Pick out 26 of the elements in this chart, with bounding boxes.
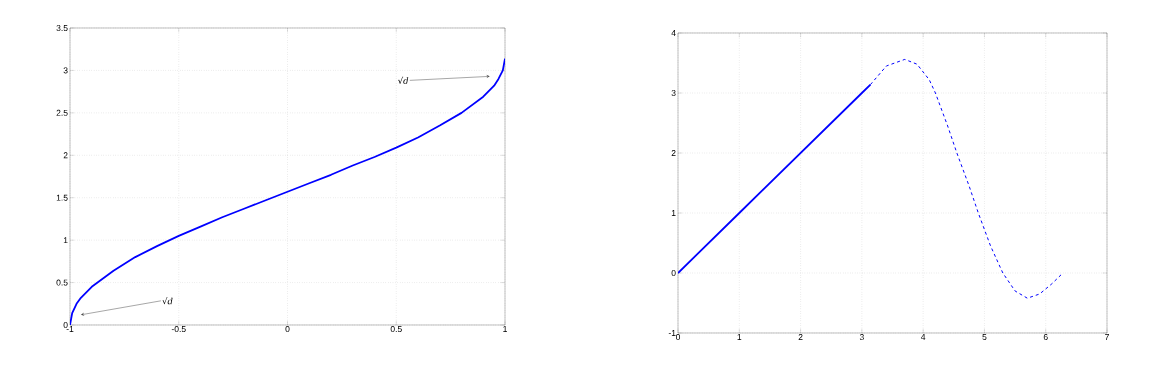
y-tick-label: 1.5 bbox=[56, 194, 68, 201]
x-tick-label: 5 bbox=[982, 334, 987, 340]
y-tick-label: 2 bbox=[63, 152, 68, 159]
x-tick-label: 2 bbox=[798, 334, 803, 340]
y-tick-label: 3 bbox=[671, 89, 676, 96]
y-tick-label: 2.5 bbox=[56, 109, 68, 116]
x-tick-label: 4 bbox=[920, 334, 926, 340]
y-tick-label: 2 bbox=[671, 150, 676, 156]
y-tick-label: 1 bbox=[63, 237, 68, 244]
x-tick-label: 1 bbox=[503, 326, 507, 332]
x-tick-label: 7 bbox=[1105, 334, 1109, 340]
x-tick-label: 6 bbox=[1043, 334, 1048, 341]
line-series bbox=[70, 57, 506, 325]
x-tick-label: 3 bbox=[859, 334, 864, 341]
y-tick-label: 0 bbox=[671, 269, 676, 276]
x-tick-label: 0 bbox=[285, 326, 290, 333]
x-tick-label: 1 bbox=[737, 334, 742, 340]
x-tick-label: -0.5 bbox=[171, 326, 186, 333]
y-tick-label: 3.5 bbox=[56, 24, 68, 31]
annotation: √d bbox=[162, 297, 173, 305]
y-tick-label: 0.5 bbox=[56, 279, 68, 286]
y-tick-label: 3 bbox=[63, 67, 68, 74]
y-tick-label: 1 bbox=[671, 210, 676, 216]
y-tick-label: 4 bbox=[671, 30, 676, 36]
annotation: √d bbox=[397, 76, 409, 84]
x-tick-label: 0.5 bbox=[390, 326, 402, 333]
